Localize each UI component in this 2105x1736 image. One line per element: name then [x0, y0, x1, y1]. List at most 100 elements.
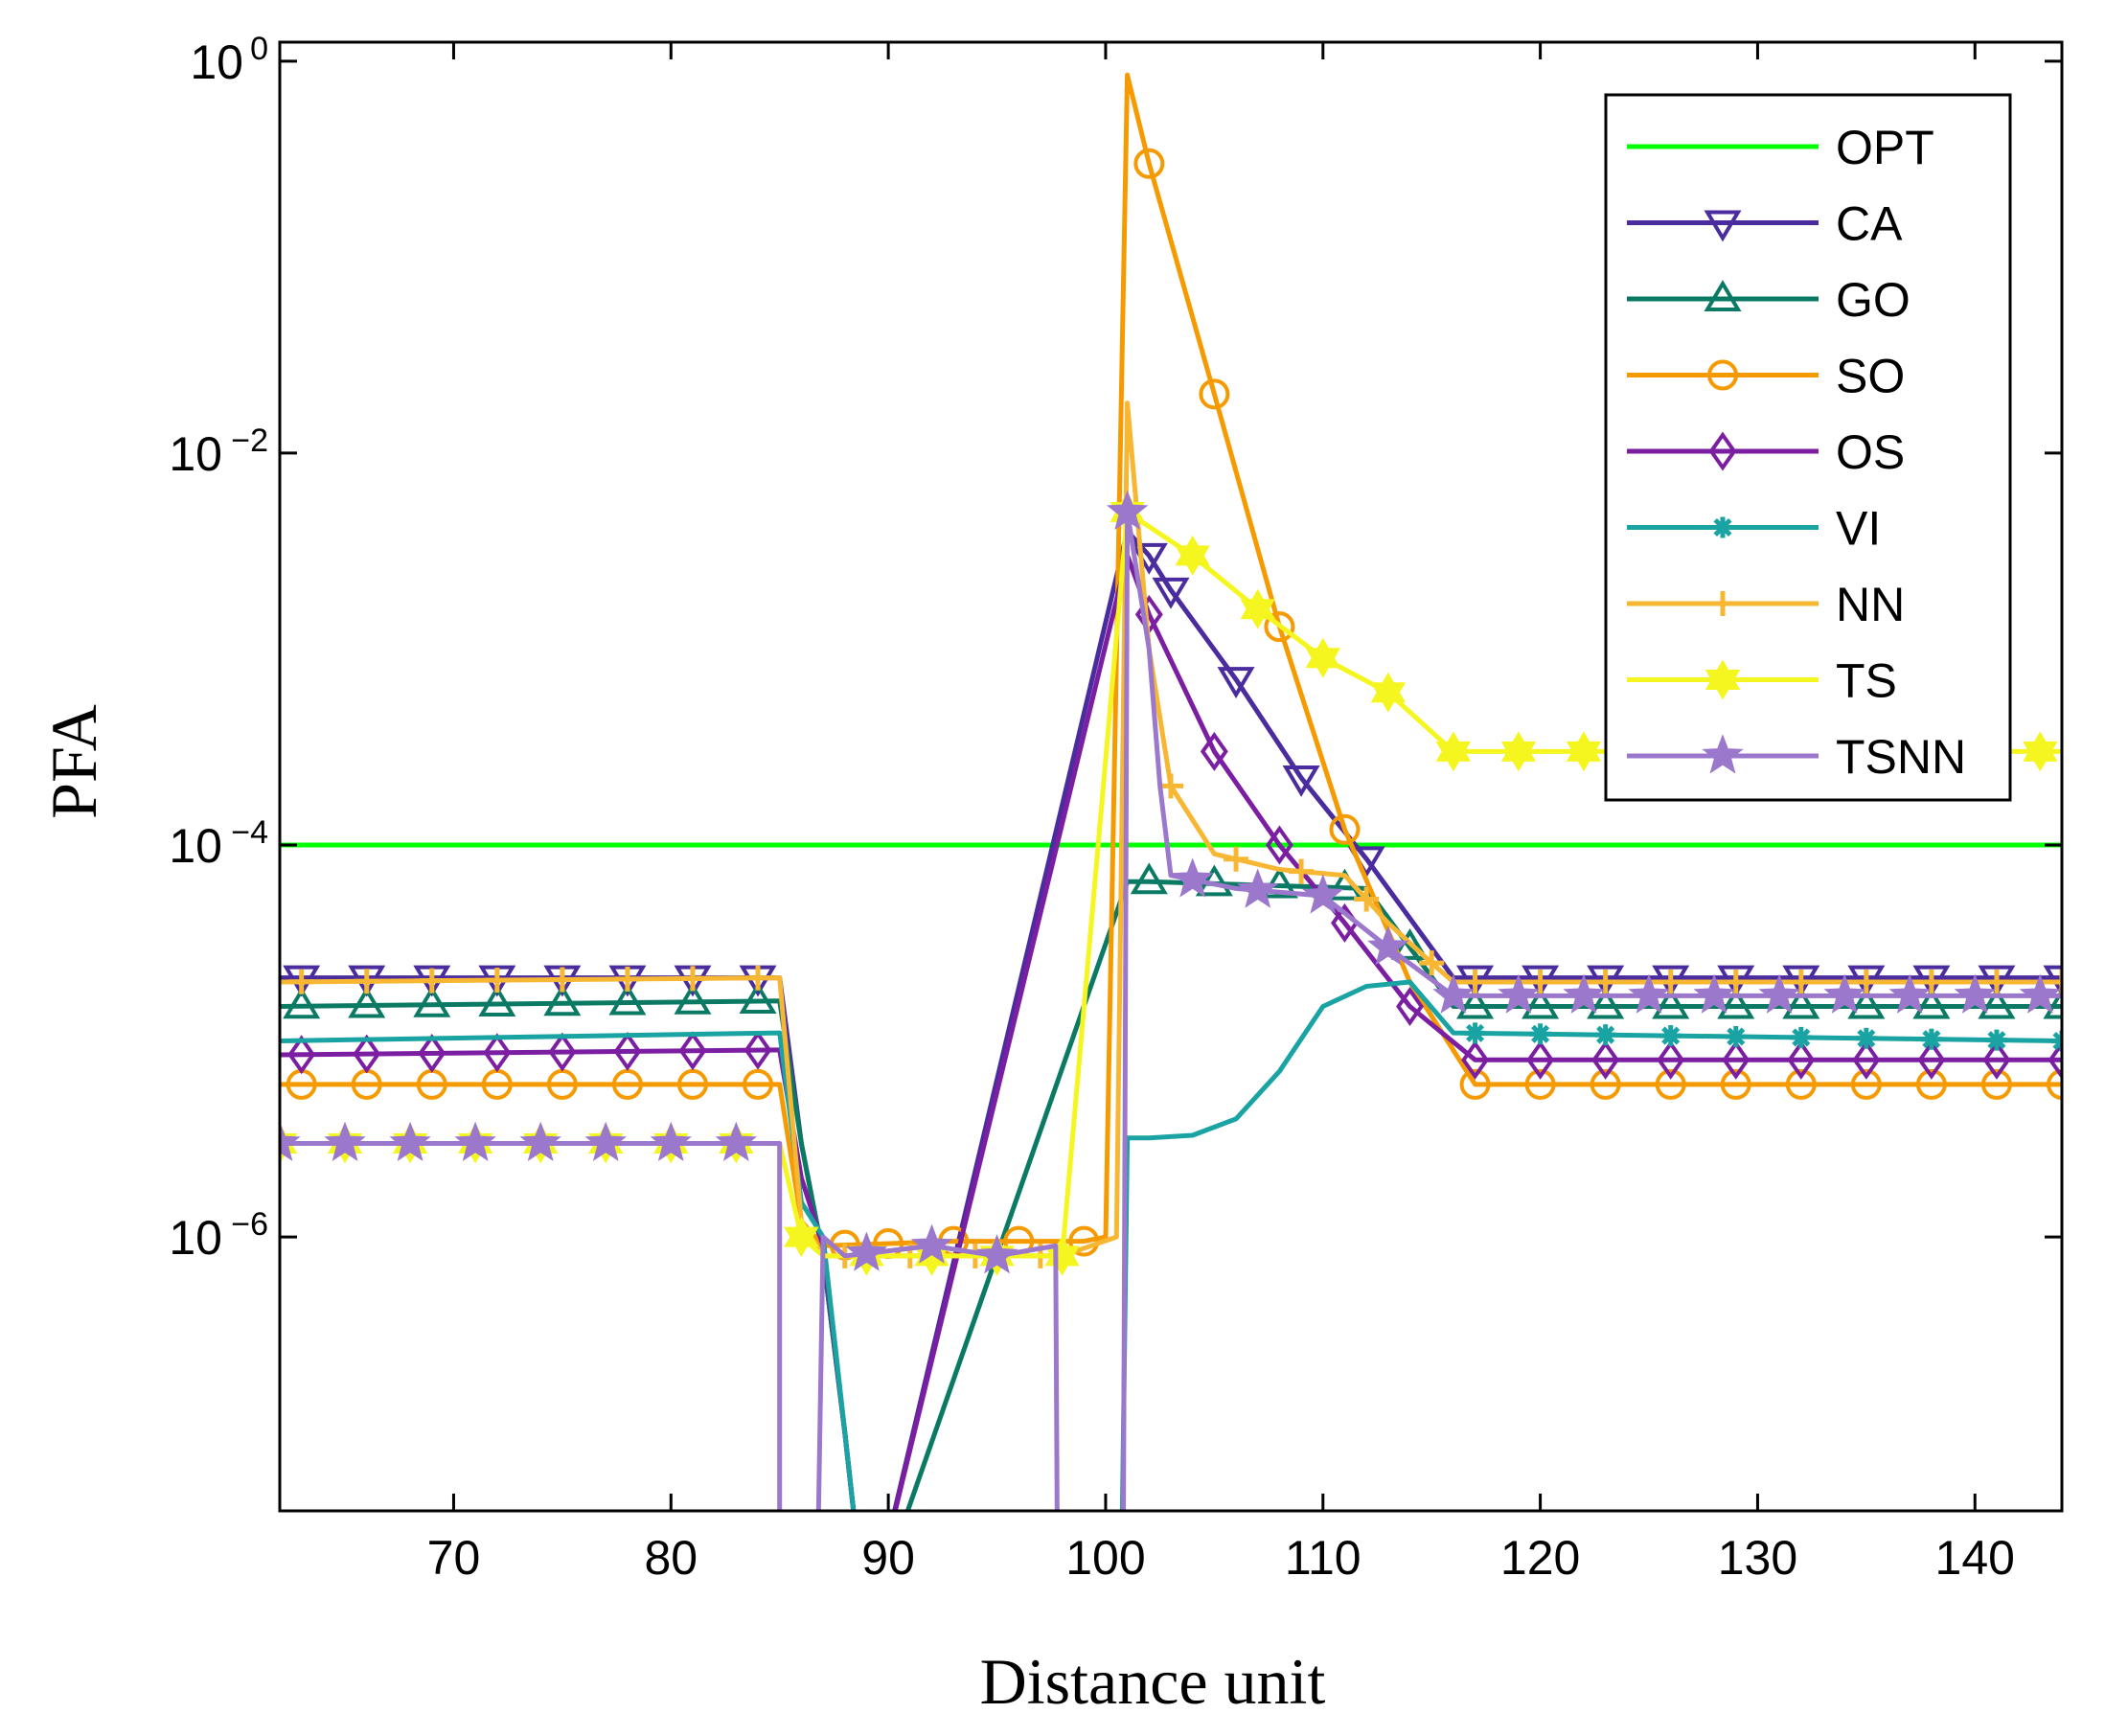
marker-nn — [288, 969, 314, 994]
marker-tsnn — [1628, 973, 1670, 1014]
legend-entry-ts: TS — [1627, 654, 1897, 708]
marker-so — [611, 1068, 643, 1100]
marker-nn — [1289, 858, 1315, 884]
marker-ts — [1370, 672, 1407, 713]
marker-os — [1917, 1039, 1946, 1080]
marker-so — [1329, 813, 1361, 845]
marker-so — [2047, 1068, 2062, 1100]
legend-entry-so: SO — [1627, 350, 1905, 403]
marker-go — [1130, 862, 1168, 895]
marker-nn — [1918, 969, 1944, 994]
marker-tsnn — [584, 1121, 627, 1161]
x-axis-label: Distance unit — [980, 1645, 1326, 1718]
marker-nn — [1224, 846, 1249, 872]
marker-tsnn — [1823, 973, 1865, 1014]
legend-marker-ts — [1705, 659, 1741, 700]
marker-nn — [1354, 886, 1380, 912]
marker-vi — [2051, 1030, 2062, 1052]
series-line-tsnn — [280, 510, 2062, 1511]
legend-marker-os — [1708, 431, 1737, 471]
marker-vi — [1790, 1026, 1812, 1048]
marker-os — [353, 1034, 381, 1074]
series-line-vi — [280, 979, 2062, 1511]
marker-nn — [745, 965, 771, 991]
x-tick-label: 130 — [1718, 1531, 1797, 1585]
y-tick-exponent: −4 — [231, 814, 268, 851]
legend-label-nn: NN — [1836, 578, 1905, 631]
series-layer — [280, 72, 2062, 1511]
y-tick-label: 010 — [190, 31, 268, 89]
marker-go — [348, 986, 386, 1018]
marker-go — [1782, 987, 1820, 1019]
marker-so — [1199, 378, 1230, 410]
marker-ca — [1217, 667, 1255, 699]
marker-so — [1524, 1068, 1556, 1100]
marker-vi — [1529, 1023, 1551, 1045]
marker-so — [743, 1068, 774, 1100]
legend-entry-go: GO — [1627, 273, 1911, 327]
marker-go — [1912, 987, 1951, 1019]
marker-ts — [1566, 731, 1602, 772]
marker-nn — [1419, 950, 1445, 976]
legend-marker-ca — [1704, 210, 1742, 242]
marker-nn — [484, 968, 510, 994]
marker-go — [478, 985, 516, 1017]
marker-os — [1852, 1039, 1881, 1080]
marker-nn — [1527, 969, 1553, 994]
marker-os — [418, 1033, 446, 1073]
marker-nn — [1658, 969, 1683, 994]
marker-vi — [1855, 1027, 1877, 1049]
marker-nn — [679, 966, 705, 992]
marker-go — [413, 985, 451, 1017]
marker-vi — [1464, 1022, 1486, 1044]
marker-ts — [1435, 731, 1472, 772]
legend-entry-nn: NN — [1627, 578, 1905, 631]
marker-nn — [1788, 969, 1814, 994]
legend-label-ts: TS — [1836, 654, 1897, 708]
marker-so — [1980, 1068, 2012, 1100]
y-tick-label: −210 — [169, 423, 268, 481]
marker-tsnn — [280, 1121, 301, 1161]
marker-go — [1456, 987, 1495, 1019]
marker-tsnn — [389, 1121, 431, 1161]
legend-label-ca: CA — [1836, 197, 1903, 251]
marker-ts — [1500, 731, 1537, 772]
legend-entry-os: OS — [1627, 425, 1905, 479]
marker-so — [1459, 1068, 1491, 1100]
legend-marker-so — [1707, 359, 1738, 391]
series-tsnn — [280, 490, 2062, 1511]
marker-so — [1720, 1068, 1751, 1100]
legend-label-os: OS — [1836, 425, 1905, 479]
marker-go — [543, 984, 582, 1016]
marker-os — [483, 1033, 512, 1073]
marker-tsnn — [975, 1234, 1018, 1274]
marker-tsnn — [910, 1223, 953, 1264]
marker-tsnn — [1237, 868, 1279, 908]
x-tick-label: 120 — [1500, 1531, 1580, 1585]
marker-tsnn — [1432, 973, 1475, 1014]
marker-so — [1590, 1068, 1621, 1100]
marker-tsnn — [519, 1121, 561, 1161]
marker-so — [676, 1068, 708, 1100]
marker-ts — [784, 1217, 819, 1258]
marker-go — [608, 983, 647, 1016]
marker-os — [1722, 1039, 1750, 1080]
marker-nn — [1462, 969, 1488, 994]
marker-ts — [2023, 731, 2058, 772]
y-tick-base: 10 — [169, 1211, 222, 1265]
marker-os — [548, 1032, 577, 1072]
marker-tsnn — [1888, 973, 1931, 1014]
marker-os — [287, 1035, 316, 1075]
legend-label-so: SO — [1836, 350, 1905, 403]
legend-marker-nn — [1710, 591, 1735, 616]
marker-os — [613, 1031, 642, 1071]
legend-marker-go — [1704, 280, 1742, 311]
marker-so — [1915, 1068, 1947, 1100]
marker-tsnn — [1367, 925, 1409, 966]
marker-tsnn — [1172, 857, 1214, 898]
marker-tsnn — [2019, 973, 2061, 1014]
x-tick-label: 110 — [1285, 1531, 1361, 1585]
marker-vi — [1985, 1029, 2007, 1051]
